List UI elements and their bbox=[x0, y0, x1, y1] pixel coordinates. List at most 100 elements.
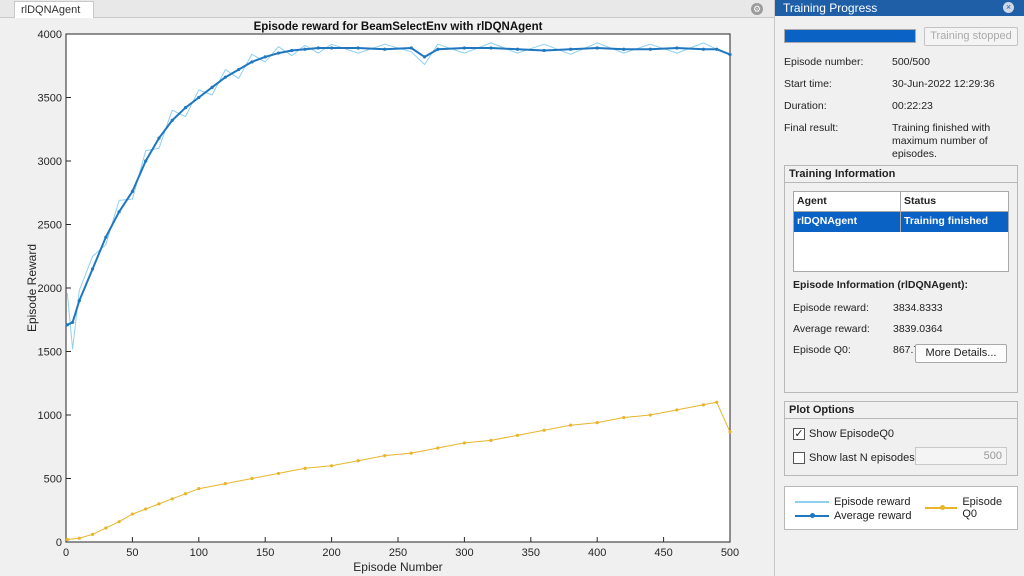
series-episode-q0-point bbox=[330, 464, 334, 468]
close-icon[interactable]: × bbox=[1003, 2, 1014, 13]
x-tick-label: 250 bbox=[389, 547, 407, 559]
x-tick-label: 300 bbox=[455, 547, 473, 559]
show-q0-checkbox[interactable]: ✓ bbox=[793, 428, 805, 440]
series-episode-q0-point bbox=[90, 532, 95, 536]
series-episode-q0-point bbox=[436, 446, 440, 450]
column-header-status: Status bbox=[904, 195, 937, 207]
series-episode-q0-point bbox=[569, 423, 573, 427]
series-average-reward-point bbox=[104, 235, 108, 239]
x-tick-label: 50 bbox=[126, 547, 138, 559]
training-stopped-button[interactable]: Training stopped bbox=[924, 27, 1018, 46]
table-row[interactable]: rlDQNAgent Training finished bbox=[794, 212, 1008, 232]
show-last-n-label: Show last N episodes bbox=[809, 452, 915, 464]
series-episode-q0-point bbox=[542, 428, 546, 432]
legend-average-reward: Average reward bbox=[795, 510, 911, 522]
series-average-reward-point bbox=[90, 267, 95, 271]
show-last-n-option[interactable]: Show last N episodes bbox=[793, 450, 915, 466]
x-tick-label: 150 bbox=[256, 547, 274, 559]
series-episode-q0-point bbox=[648, 413, 652, 417]
gear-icon[interactable]: ⚙ bbox=[751, 3, 763, 15]
series-episode-q0-point bbox=[622, 415, 626, 420]
plot-options-group: Plot Options ✓ Show EpisodeQ0 Show last … bbox=[784, 401, 1018, 476]
series-average-reward-point bbox=[130, 189, 134, 194]
group-title: Training Information bbox=[785, 166, 1017, 183]
series-episode-q0-point bbox=[462, 441, 466, 445]
panel-header: Training Progress × bbox=[775, 0, 1024, 16]
y-tick-label: 1500 bbox=[38, 347, 62, 359]
x-tick-label: 200 bbox=[322, 547, 340, 559]
series-episode-q0-point bbox=[197, 487, 201, 491]
episode-info-list: Episode reward: 3834.8333 Average reward… bbox=[793, 302, 1013, 365]
show-last-n-checkbox[interactable] bbox=[793, 452, 805, 464]
series-episode-q0-point bbox=[595, 421, 599, 425]
series-average-reward-point bbox=[77, 299, 81, 303]
series-episode-q0-point bbox=[675, 408, 679, 412]
info-key: Duration: bbox=[784, 100, 827, 112]
series-average-reward-point bbox=[356, 46, 360, 50]
series-episode-q0-point bbox=[144, 507, 148, 511]
series-episode-q0-point bbox=[383, 454, 387, 458]
series-average-reward-point bbox=[237, 67, 241, 72]
info-key: Start time: bbox=[784, 78, 832, 90]
series-average-reward-point bbox=[223, 75, 227, 79]
last-n-episodes-input[interactable]: 500 bbox=[915, 447, 1007, 465]
y-tick-label: 3000 bbox=[38, 156, 62, 168]
series-episode-q0-point bbox=[170, 497, 174, 501]
x-tick-label: 100 bbox=[190, 547, 208, 559]
legend-label: Episode reward bbox=[834, 496, 911, 508]
series-average-reward-point bbox=[383, 47, 387, 51]
series-average-reward-point bbox=[728, 52, 732, 57]
series-average-reward-point bbox=[330, 46, 334, 50]
info-row-episode-reward: Episode reward: 3834.8333 bbox=[793, 302, 1013, 315]
y-tick-label: 3500 bbox=[38, 93, 62, 105]
x-tick-label: 400 bbox=[588, 547, 606, 559]
more-details-button[interactable]: More Details... bbox=[915, 344, 1007, 363]
legend-episode-q0: Episode Q0 bbox=[925, 496, 1017, 520]
series-episode-q0-point bbox=[157, 502, 161, 506]
progress-row: Training stopped bbox=[784, 27, 1019, 47]
series-average-reward-point bbox=[569, 47, 573, 51]
legend-label: Episode Q0 bbox=[962, 496, 1003, 520]
info-key: Episode reward: bbox=[793, 302, 869, 314]
training-plot: 0 50 100 150 200 250 300 350 400 450 500 0 500 1000 15… bbox=[0, 18, 774, 576]
series-average-reward-point bbox=[210, 85, 214, 89]
tab-strip: rlDQNAgent ⚙ bbox=[0, 0, 774, 18]
series-average-reward-point bbox=[263, 55, 267, 59]
tab-rldqnagent[interactable]: rlDQNAgent bbox=[14, 1, 94, 18]
y-tick-label: 1000 bbox=[38, 410, 62, 422]
series-average-reward-point bbox=[648, 47, 652, 51]
y-axis-label: Episode Reward bbox=[25, 244, 39, 332]
series-episode-q0-point bbox=[489, 438, 493, 442]
info-value: 3839.0364 bbox=[893, 323, 943, 335]
chart-svg: 0 50 100 150 200 250 300 350 400 450 500 0 500 1000 15… bbox=[25, 21, 739, 574]
chart-title: Episode reward for BeamSelectEnv with rl… bbox=[254, 21, 543, 33]
column-header-agent: Agent bbox=[794, 192, 901, 211]
series-average-reward-point bbox=[117, 210, 121, 214]
legend-label: Average reward bbox=[834, 510, 912, 522]
series-average-reward-point bbox=[316, 46, 320, 50]
agent-table: Agent Status rlDQNAgent Training finishe… bbox=[793, 191, 1009, 272]
cell-agent: rlDQNAgent bbox=[794, 212, 901, 232]
legend-swatch bbox=[795, 501, 829, 503]
series-episode-q0-point bbox=[728, 430, 732, 434]
panel-title: Training Progress bbox=[783, 1, 878, 15]
series-episode-q0-point bbox=[303, 466, 307, 470]
info-value: 3834.8333 bbox=[893, 302, 943, 314]
series-average-reward-point bbox=[489, 46, 493, 50]
info-row-duration: Duration: 00:22:23 bbox=[784, 100, 1019, 113]
series-episode-q0-point bbox=[223, 481, 227, 486]
show-q0-option[interactable]: ✓ Show EpisodeQ0 bbox=[793, 426, 894, 442]
plot-area bbox=[65, 33, 731, 543]
series-average-reward-point bbox=[144, 159, 148, 163]
cell-status: Training finished bbox=[904, 215, 989, 227]
series-episode-q0-point bbox=[515, 433, 520, 437]
info-value: Training finished with maximum number of… bbox=[892, 122, 991, 160]
series-episode-q0-point bbox=[104, 526, 108, 530]
info-row-final-result: Final result: Training finished with max… bbox=[784, 122, 1019, 161]
series-episode-q0-point bbox=[183, 492, 188, 496]
series-average-reward-point bbox=[515, 47, 520, 51]
series-episode-q0-point bbox=[701, 403, 706, 407]
series-average-reward-point bbox=[422, 55, 427, 59]
series-episode-q0-point bbox=[130, 512, 134, 516]
series-episode-q0-point bbox=[65, 537, 69, 542]
